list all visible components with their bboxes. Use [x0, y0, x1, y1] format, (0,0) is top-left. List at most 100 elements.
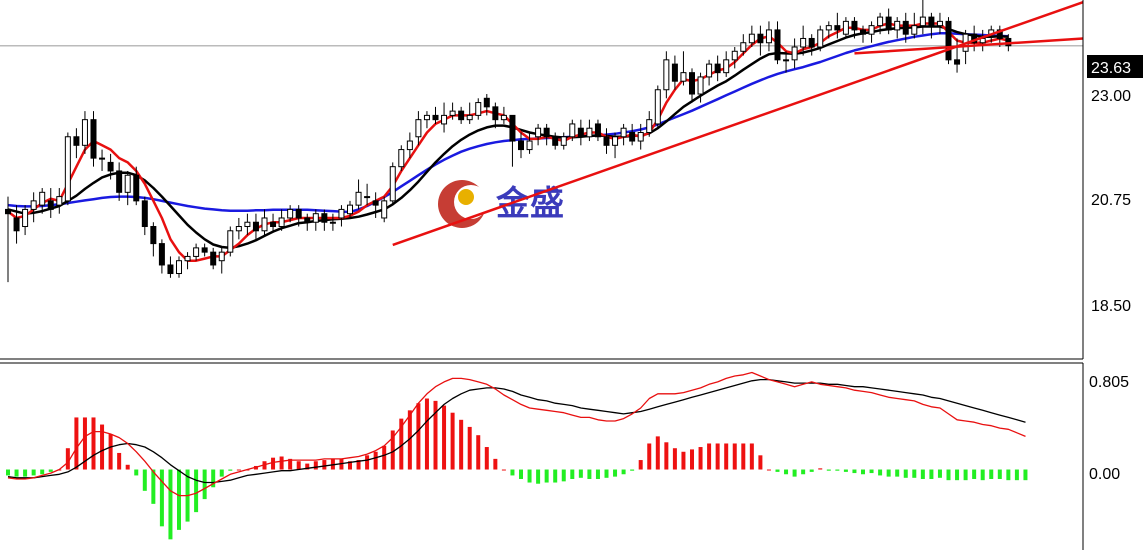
candle-body [441, 114, 448, 125]
histogram-bar [878, 469, 883, 476]
histogram-bar [903, 469, 908, 478]
ma-fast-path [7, 22, 1009, 262]
candle [689, 68, 695, 103]
histogram-bar [732, 443, 737, 470]
indicator-axis: 0.805 0.00 [1089, 374, 1129, 483]
candle-body [894, 20, 901, 31]
candle-body [748, 33, 755, 44]
trendlines [392, 0, 1084, 247]
candle [432, 106, 439, 124]
candle [475, 98, 482, 120]
candle-body [329, 221, 336, 224]
candle [218, 247, 225, 274]
candle-body [928, 16, 935, 27]
candle-body [466, 114, 473, 121]
candle-body [919, 16, 926, 27]
candle-body [22, 208, 29, 228]
candle-body [996, 29, 1003, 39]
candle-body [834, 25, 841, 31]
histogram-bar [843, 469, 848, 472]
candle [244, 213, 251, 236]
candle-body [415, 119, 422, 138]
ma-mid-path [7, 25, 1009, 250]
candle-body [936, 20, 943, 27]
ma-mid-line [7, 25, 1009, 250]
candle [64, 132, 71, 206]
candle [868, 21, 875, 43]
candle [415, 111, 422, 146]
candle-body [56, 196, 63, 206]
candle [748, 25, 755, 48]
candle-body [560, 136, 567, 146]
histogram-bar [416, 403, 421, 470]
candle-body [5, 208, 11, 215]
candle [13, 205, 20, 244]
price-axis-tick-label: 18.50 [1091, 298, 1131, 315]
candle [928, 12, 935, 39]
candle-body [287, 208, 294, 219]
candle [167, 256, 174, 278]
candle-body [210, 251, 217, 266]
candle [73, 128, 80, 159]
candle [90, 111, 97, 167]
candle-body [765, 29, 772, 44]
histogram-bar [40, 469, 45, 475]
candle-body [423, 114, 430, 121]
candle-body [808, 37, 815, 48]
candle [107, 153, 114, 180]
candle-body [706, 63, 713, 78]
candle [654, 85, 661, 129]
candle-body [218, 251, 225, 262]
candle [552, 132, 559, 150]
candle-body [167, 264, 174, 275]
candle [646, 111, 653, 137]
histogram-bar [48, 469, 53, 472]
candle [338, 205, 345, 227]
histogram-bar [690, 449, 694, 470]
candle-body [586, 127, 593, 138]
candle-body [663, 59, 670, 91]
histogram-bar [895, 469, 900, 477]
histogram-bar [937, 469, 942, 478]
histogram-bar [715, 443, 720, 470]
candle-body [347, 204, 353, 215]
candle [954, 38, 961, 73]
candle [671, 55, 678, 90]
candle [714, 55, 721, 82]
histogram-bar [835, 469, 840, 471]
candle-body [500, 114, 507, 121]
candle-body [107, 161, 114, 172]
candle-body [714, 63, 721, 74]
candle-body [261, 217, 268, 232]
candle [47, 188, 54, 218]
candle-body [552, 136, 559, 146]
candle [22, 205, 29, 236]
histogram-bar [920, 469, 925, 479]
ma-slow-line [7, 32, 1009, 214]
candle [637, 123, 644, 150]
candle-body [355, 191, 362, 206]
candle [800, 25, 807, 56]
watermark: 金盛 [438, 180, 564, 228]
candle-body [569, 123, 576, 138]
candle [56, 188, 63, 214]
histogram-bar [698, 447, 703, 470]
candle [81, 111, 88, 154]
histogram-bar [322, 460, 327, 470]
histogram-bar [476, 435, 481, 470]
candle [398, 145, 405, 171]
histogram-bar [442, 405, 447, 470]
candle-body [389, 166, 396, 202]
candle-body [235, 226, 242, 232]
histogram-bar [459, 419, 464, 470]
candle [116, 162, 123, 201]
histogram-bar [1023, 469, 1028, 481]
macd-signal-line [7, 378, 1026, 484]
histogram-bar [91, 417, 96, 470]
trendline [392, 0, 1084, 247]
candle [30, 192, 37, 223]
candle-body [945, 20, 952, 61]
candle-body [312, 213, 319, 223]
candle [364, 183, 371, 206]
